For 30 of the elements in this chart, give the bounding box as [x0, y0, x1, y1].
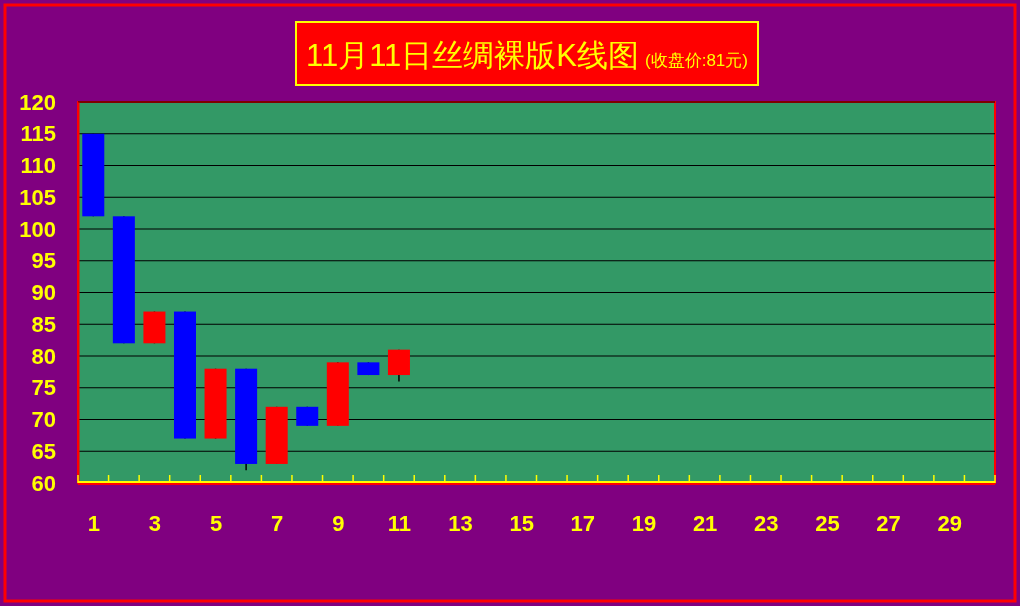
x-tick-label: 11: [387, 510, 412, 536]
y-tick-label: 80: [31, 343, 56, 369]
chart-subtitle: (收盘价:81元): [645, 51, 749, 70]
x-tick-label: 3: [148, 510, 162, 536]
y-tick-label: 85: [31, 311, 56, 337]
x-tick-label: 27: [876, 510, 901, 536]
y-tick-label: 60: [31, 470, 56, 496]
y-tick-label: 90: [31, 280, 56, 306]
y-tick-label: 95: [31, 248, 56, 274]
x-tick-label: 1: [87, 510, 100, 536]
chart-title: 11月11日丝绸裸版K线图: [305, 38, 640, 73]
x-tick-label: 7: [271, 510, 284, 536]
y-tick-label: 70: [31, 407, 56, 433]
y-tick-label: 110: [20, 153, 56, 179]
x-tick-label: 9: [332, 510, 345, 536]
y-tick-label: 100: [19, 216, 56, 242]
y-tick-label: 120: [19, 89, 56, 115]
y-tick-label: 65: [31, 438, 56, 464]
x-tick-label: 15: [509, 510, 534, 536]
x-tick-label: 21: [692, 510, 718, 536]
x-tick-label: 13: [448, 510, 473, 536]
x-tick-label: 19: [631, 510, 657, 536]
y-tick-label: 115: [20, 121, 56, 147]
y-tick-label: 105: [19, 184, 56, 210]
x-tick-label: 5: [209, 510, 223, 536]
y-tick-label: 75: [31, 375, 56, 401]
x-tick-label: 25: [815, 510, 840, 536]
x-tick-label: 29: [937, 510, 962, 536]
x-tick-label: 23: [754, 510, 779, 536]
x-tick-label: 17: [570, 510, 596, 536]
